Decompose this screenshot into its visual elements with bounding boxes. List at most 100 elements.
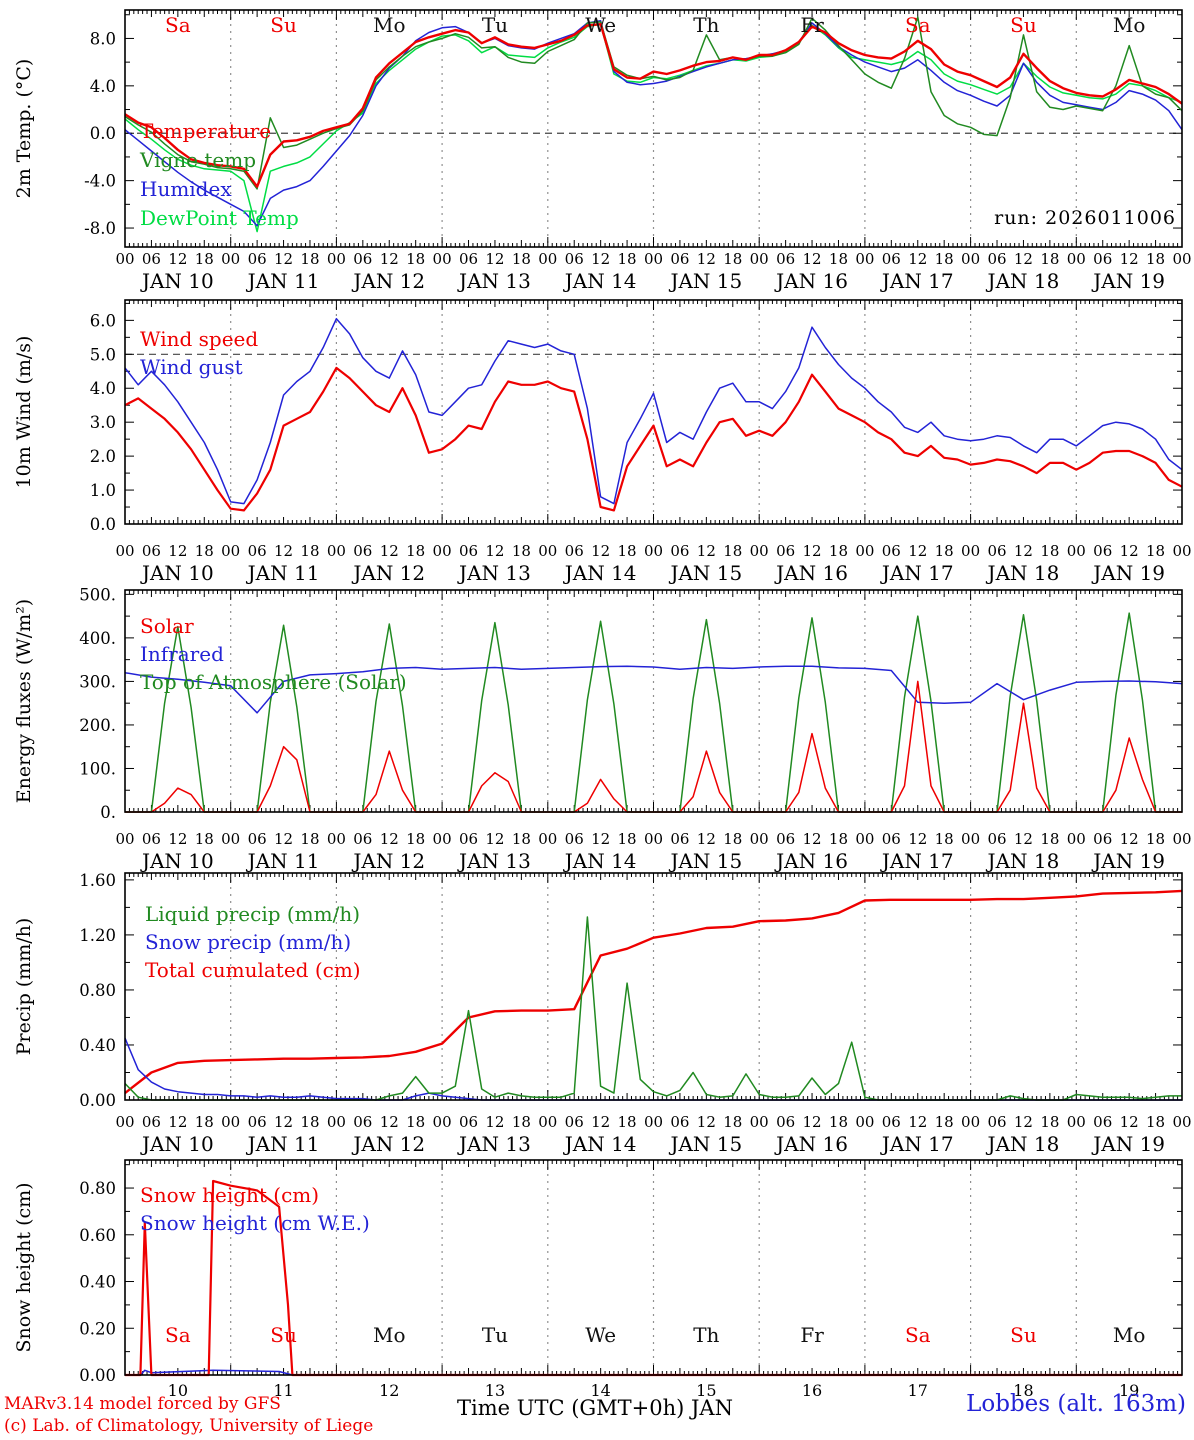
- hour-tick-label: 06: [142, 830, 161, 848]
- hour-tick-label: 12: [1014, 830, 1033, 848]
- day-number-label: 10: [168, 1381, 188, 1400]
- day-axis-label: JAN 10: [140, 269, 214, 293]
- y-tick-label: 3.0: [90, 413, 116, 432]
- day-name-label: Th: [693, 13, 719, 37]
- hour-tick-label: 06: [353, 1113, 372, 1131]
- hour-tick-label: 06: [1093, 542, 1112, 560]
- day-number-label: 12: [379, 1381, 399, 1400]
- hour-tick-label: 18: [935, 250, 954, 268]
- hour-tick-label: 00: [538, 542, 557, 560]
- hour-tick-label: 12: [274, 830, 293, 848]
- series-group-wind: [124, 317, 1183, 512]
- hour-tick-label: 00: [961, 250, 980, 268]
- day-name-label: Su: [1010, 13, 1037, 37]
- hour-tick-label: 18: [829, 830, 848, 848]
- hour-tick-label: 18: [935, 830, 954, 848]
- hour-tick-label: 12: [803, 542, 822, 560]
- hour-tick-label: 00: [327, 542, 346, 560]
- y-axis-title-energy: Energy fluxes (W/m²): [13, 599, 35, 803]
- legend-temp-2: Humidex: [140, 177, 232, 201]
- y-tick-label: 0.: [100, 803, 116, 822]
- hour-tick-label: 12: [380, 250, 399, 268]
- hour-tick-label: 00: [1067, 1113, 1086, 1131]
- hour-tick-label: 06: [459, 1113, 478, 1131]
- hour-tick-label: 18: [195, 542, 214, 560]
- y-tick-label: 400.: [79, 629, 116, 648]
- hour-tick-label: 12: [908, 830, 927, 848]
- y-tick-label: 4.0: [90, 379, 116, 398]
- day-axis-label: JAN 12: [351, 269, 425, 293]
- y-tick-label: 0.0: [90, 124, 116, 143]
- hour-tick-label: 18: [406, 830, 425, 848]
- hour-tick-label: 12: [485, 250, 504, 268]
- panel-border: [124, 872, 1183, 1101]
- hour-tick-label: 18: [618, 542, 637, 560]
- hour-tick-label: 12: [380, 542, 399, 560]
- hour-tick-label: 00: [538, 1113, 557, 1131]
- day-axis-label: JAN 16: [774, 561, 848, 585]
- hour-tick-label: 12: [697, 1113, 716, 1131]
- y-tick-label: 500.: [79, 585, 116, 604]
- hour-tick-label: 12: [803, 1113, 822, 1131]
- day-number-label: 13: [485, 1381, 505, 1400]
- hour-tick-label: 00: [644, 1113, 663, 1131]
- day-axis-label: JAN 13: [457, 561, 531, 585]
- day-name-label: Th: [693, 1323, 719, 1347]
- hour-tick-label: 00: [750, 1113, 769, 1131]
- y-tick-label: 0.00: [79, 1366, 116, 1385]
- day-number-label: 11: [273, 1381, 293, 1400]
- day-name-label: Tu: [482, 1323, 508, 1347]
- day-axis-label: JAN 19: [1091, 849, 1165, 873]
- hour-tick-label: 18: [512, 250, 531, 268]
- hour-tick-label: 12: [485, 1113, 504, 1131]
- hour-tick-label: 12: [803, 830, 822, 848]
- hour-tick-label: 06: [248, 542, 267, 560]
- x-axis-title: Time UTC (GMT+0h) JAN: [457, 1396, 733, 1420]
- hour-tick-label: 18: [935, 1113, 954, 1131]
- hour-tick-label: 12: [1120, 250, 1139, 268]
- y-tick-label: 200.: [79, 716, 116, 735]
- y-tick-label: 5.0: [90, 345, 116, 364]
- day-name-label: Sa: [165, 1323, 191, 1347]
- hour-tick-label: 06: [670, 250, 689, 268]
- day-axis-label: JAN 10: [140, 1132, 214, 1156]
- hour-tick-label: 12: [908, 250, 927, 268]
- legend-snow-0: Snow height (cm): [140, 1183, 319, 1207]
- run-label: run: 2026011006: [994, 207, 1176, 229]
- series-humidex: [124, 19, 1183, 227]
- day-axis-label: JAN 13: [457, 1132, 531, 1156]
- y-tick-label: -8.0: [84, 219, 116, 238]
- panel-temp: -8.0 -4.0 0.0 4.0 8.0 2m Temp. (°C) Temperatur…: [13, 9, 1192, 293]
- day-axis-label: JAN 17: [880, 561, 954, 585]
- hour-tick-label: 00: [115, 542, 134, 560]
- y-tick-label: 0.40: [79, 1036, 116, 1055]
- panel-border: [124, 589, 1183, 813]
- series-vigne-temp: [124, 16, 1183, 190]
- legend-wind-0: Wind speed: [140, 327, 258, 351]
- hour-tick-label: 06: [776, 1113, 795, 1131]
- hour-tick-label: 12: [1014, 542, 1033, 560]
- hour-tick-label: 18: [1040, 250, 1059, 268]
- hour-tick-label: 18: [195, 1113, 214, 1131]
- day-name-label: Mo: [373, 1323, 406, 1347]
- day-axis-label: JAN 11: [246, 849, 320, 873]
- hour-tick-label: 00: [961, 542, 980, 560]
- day-axis-label: JAN 12: [351, 561, 425, 585]
- hour-tick-label: 06: [987, 830, 1006, 848]
- day-name-label: Su: [270, 13, 297, 37]
- hour-tick-label: 00: [1172, 250, 1191, 268]
- hour-tick-label: 06: [776, 542, 795, 560]
- hour-tick-label: 00: [538, 250, 557, 268]
- hour-tick-label: 06: [776, 250, 795, 268]
- day-axis-label: JAN 10: [140, 849, 214, 873]
- hour-tick-label: 00: [961, 1113, 980, 1131]
- panel-snow: 0.00 0.20 0.40 0.60 0.80 Snow height (cm) Snow…: [13, 1159, 1183, 1400]
- day-number-label: 18: [1013, 1381, 1033, 1400]
- day-axis-label: JAN 15: [668, 561, 742, 585]
- hour-tick-label: 06: [882, 250, 901, 268]
- hour-tick-label: 12: [485, 542, 504, 560]
- hour-tick-label: 00: [961, 830, 980, 848]
- y-tick-label: 0.60: [79, 1226, 116, 1245]
- hour-tick-label: 00: [644, 250, 663, 268]
- hour-tick-label: 18: [512, 542, 531, 560]
